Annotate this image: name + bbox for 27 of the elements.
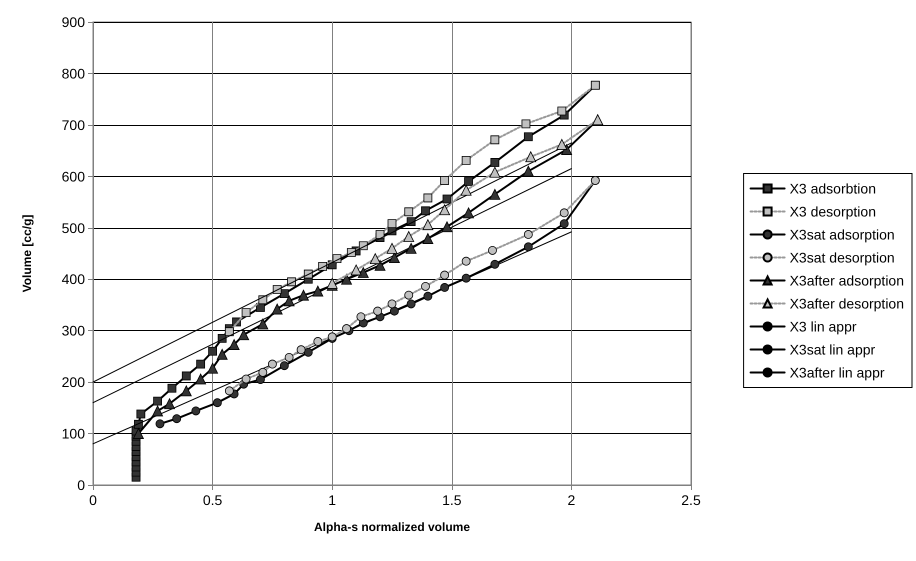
x-tick-label: 1 [328,492,336,508]
y-axis-title: Volume [cc/g] [20,214,34,292]
legend-label: X3 adsorbtion [790,180,876,196]
y-tick-label: 600 [62,168,86,184]
y-tick-label: 500 [62,220,86,236]
x-tick-label: 0 [89,492,98,508]
y-tick-label: 100 [62,426,86,442]
legend-label: X3 desorption [790,204,876,220]
x-tick-label: 2 [568,492,576,508]
x-tick-label: 0.5 [202,492,223,508]
x-tick-label: 2.5 [681,492,701,508]
y-tick-label: 700 [62,116,86,133]
legend-label: X3after lin appr [790,364,885,380]
legend-label: X3sat adsorption [790,226,895,242]
y-tick-label: 800 [62,65,86,82]
y-tick-label: 0 [77,477,86,493]
legend-label: X3sat desorption [790,250,895,266]
y-tick-label: 900 [62,14,86,30]
x-axis-title: Alpha-s normalized volume [314,520,470,534]
legend-label: X3after adsorption [790,272,904,288]
y-tick-label: 200 [62,374,86,390]
y-tick-label: 400 [62,271,86,288]
y-tick-label: 300 [62,322,86,339]
legend-label: X3sat lin appr [790,342,876,358]
legend-label: X3after desorption [790,296,904,312]
legend-label: X3 lin appr [790,318,857,334]
x-tick-label: 1.5 [442,492,462,508]
